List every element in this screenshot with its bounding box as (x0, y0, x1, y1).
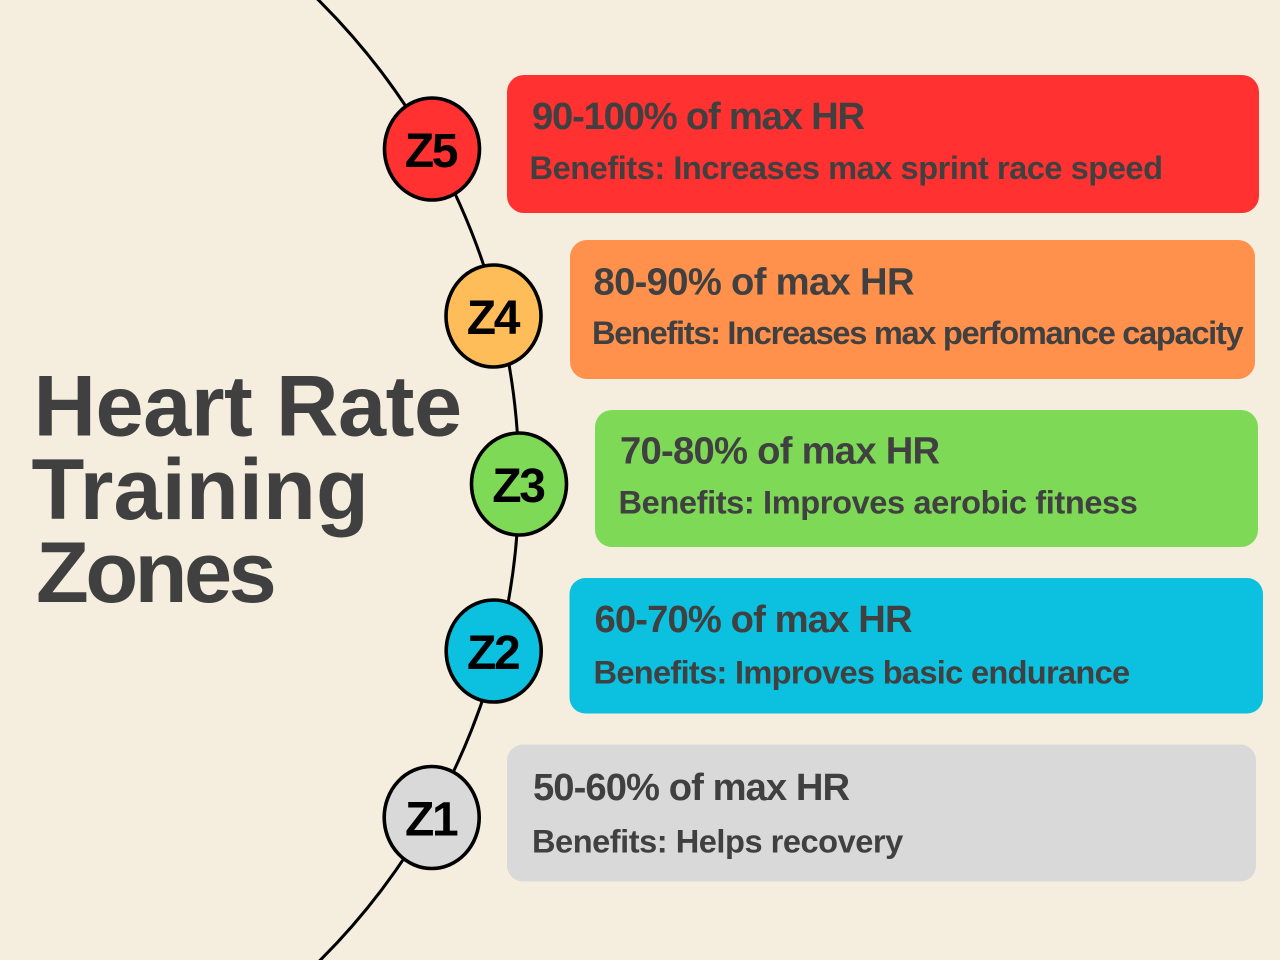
svg-text:Benefits: Improves basic endur: Benefits: Improves basic endurance (594, 654, 1130, 691)
svg-text:Z3: Z3 (492, 460, 544, 513)
svg-text:60-70% of max HR: 60-70% of max HR (595, 598, 912, 641)
svg-text:90-100% of max HR: 90-100% of max HR (532, 95, 865, 138)
svg-text:50-60% of max HR: 50-60% of max HR (533, 766, 850, 809)
svg-text:Z4: Z4 (467, 292, 521, 345)
svg-text:Heart Rate: Heart Rate (34, 359, 462, 455)
svg-text:80-90% of max HR: 80-90% of max HR (594, 260, 914, 303)
svg-text:Z1: Z1 (405, 794, 458, 847)
svg-text:Zones: Zones (36, 525, 274, 621)
svg-text:Training: Training (32, 442, 369, 538)
svg-text:Benefits: Improves aerobic fit: Benefits: Improves aerobic fitness (619, 484, 1138, 521)
svg-text:Z2: Z2 (467, 627, 519, 680)
svg-text:Benefits: Increases max sprint: Benefits: Increases max sprint race spee… (530, 149, 1163, 186)
svg-text:Benefits: Helps recovery: Benefits: Helps recovery (532, 823, 903, 860)
svg-text:Z5: Z5 (405, 125, 458, 178)
svg-text:70-80% of max HR: 70-80% of max HR (620, 430, 940, 473)
svg-text:Benefits: Increases max perfom: Benefits: Increases max perfomance capac… (592, 314, 1243, 351)
